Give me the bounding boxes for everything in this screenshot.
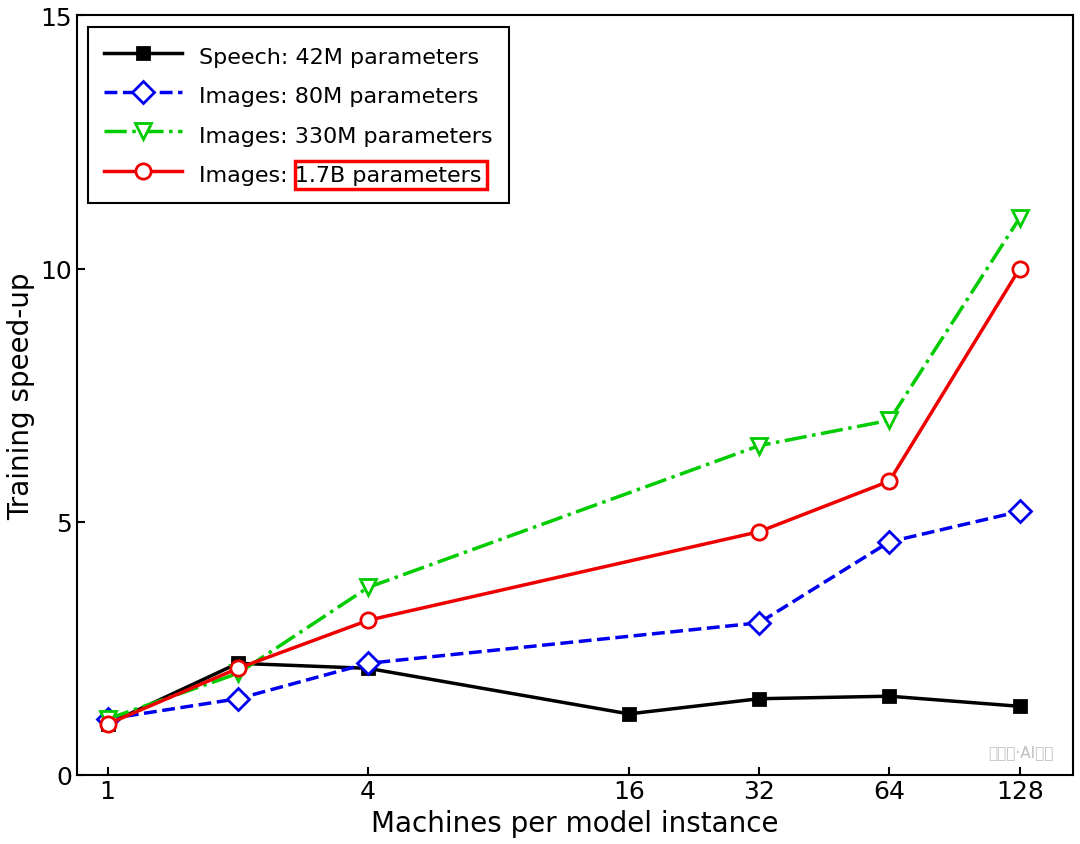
X-axis label: Machines per model instance: Machines per model instance [372, 809, 779, 837]
Legend: Speech: 42M parameters, Images: 80M parameters, Images: 330M parameters, Images:: Speech: 42M parameters, Images: 80M para… [89, 28, 509, 203]
Text: 公众号·AI闲谈: 公众号·AI闲谈 [988, 744, 1053, 760]
Y-axis label: Training speed-up: Training speed-up [6, 272, 35, 519]
